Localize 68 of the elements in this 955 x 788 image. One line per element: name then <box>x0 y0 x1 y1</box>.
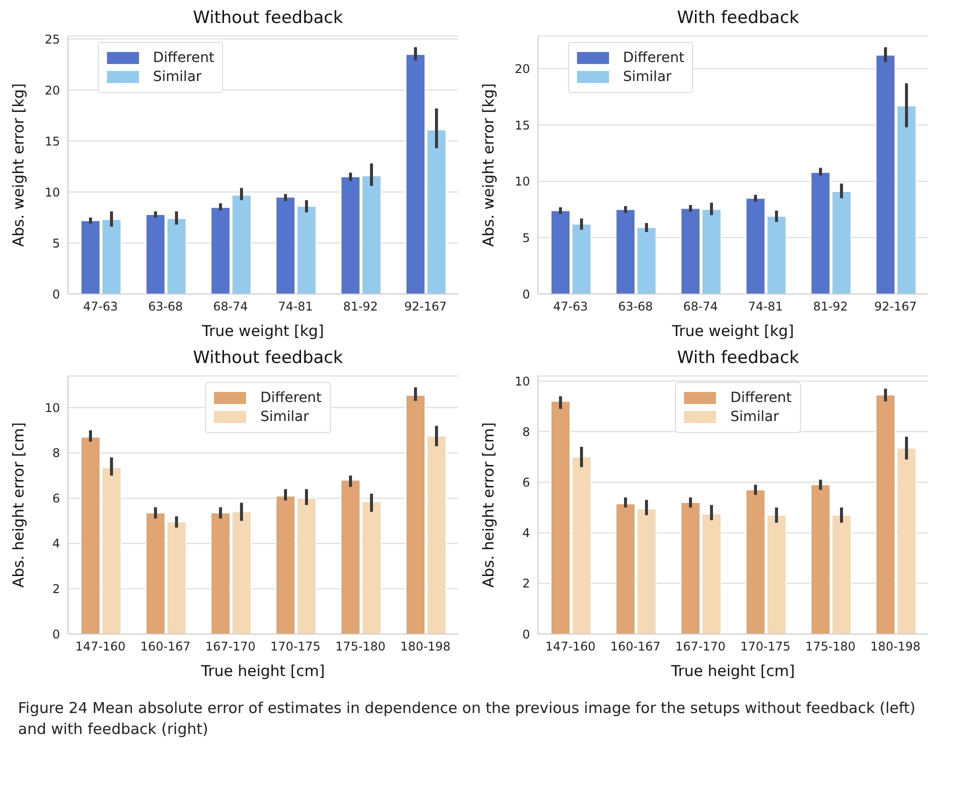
y-tick-label: 4 <box>52 536 60 551</box>
y-axis-title: Abs. weight error [kg] <box>479 83 498 247</box>
y-tick-label: 5 <box>52 236 60 250</box>
y-tick-label: 0 <box>52 627 60 642</box>
legend-label: Similar <box>260 409 309 425</box>
y-tick-label: 0 <box>522 287 530 302</box>
x-tick-label: 63-68 <box>148 300 183 314</box>
y-tick-label: 5 <box>522 230 530 245</box>
legend-label: Similar <box>153 69 202 85</box>
x-tick-label: 147-160 <box>545 640 596 654</box>
y-axis-title: Abs. height error [cm] <box>9 422 28 588</box>
x-tick-label: 167-170 <box>205 640 256 654</box>
legend-label: Different <box>260 390 322 406</box>
y-tick-label: 0 <box>52 287 60 302</box>
chart-title: Without feedback <box>192 8 344 30</box>
x-tick-label: 180-198 <box>400 640 451 654</box>
legend-label: Similar <box>730 409 779 425</box>
x-tick-label: 180-198 <box>870 640 921 654</box>
y-tick-label: 10 <box>514 374 530 388</box>
x-tick-label: 175-180 <box>805 640 856 654</box>
y-tick-label: 10 <box>44 185 60 200</box>
x-tick-label: 170-175 <box>740 640 791 654</box>
x-tick-label: 47-63 <box>553 300 588 314</box>
y-tick-label: 10 <box>44 400 60 415</box>
y-tick-label: 20 <box>514 62 530 76</box>
x-tick-label: 68-74 <box>683 300 718 314</box>
chart-title: Without feedback <box>192 348 344 370</box>
y-tick-label: 8 <box>522 424 530 439</box>
x-tick-label: 170-175 <box>270 640 321 654</box>
y-tick-label: 2 <box>52 582 60 596</box>
x-tick-label: 63-68 <box>618 300 653 314</box>
y-tick-label: 10 <box>514 174 530 189</box>
x-tick-label: 147-160 <box>75 640 126 654</box>
x-axis-title: True weight [kg] <box>671 322 794 340</box>
x-tick-label: 74-81 <box>748 300 783 314</box>
x-tick-label: 167-170 <box>675 640 726 654</box>
x-tick-label: 92-167 <box>874 300 917 314</box>
chart-title: With feedback <box>676 8 800 30</box>
y-axis-title: Abs. weight error [kg] <box>9 83 28 247</box>
x-tick-label: 81-92 <box>343 300 378 314</box>
y-tick-label: 15 <box>514 118 530 132</box>
chart-title: With feedback <box>676 348 800 370</box>
x-tick-label: 81-92 <box>813 300 848 314</box>
y-tick-label: 20 <box>44 83 60 98</box>
legend-label: Similar <box>623 69 672 85</box>
legend-label: Different <box>623 50 684 66</box>
x-tick-label: 47-63 <box>83 300 118 314</box>
y-tick-label: 6 <box>522 475 530 490</box>
y-axis-title: Abs. height error [cm] <box>479 422 498 588</box>
x-tick-label: 74-81 <box>278 300 313 314</box>
x-tick-label: 92-167 <box>404 300 447 314</box>
y-tick-label: 0 <box>522 627 530 642</box>
x-tick-label: 175-180 <box>335 640 386 654</box>
x-tick-label: 68-74 <box>213 300 248 314</box>
y-tick-label: 15 <box>44 134 60 148</box>
caption: Figure 24 Mean absolute error of estimates in dependence on the previous image for the setups without feedback (left) and with feedback (right) <box>18 698 917 740</box>
y-tick-label: 8 <box>52 446 60 460</box>
x-tick-label: 160-167 <box>140 640 191 654</box>
x-tick-label: 160-167 <box>610 640 661 654</box>
x-axis-title: True height [cm] <box>670 662 795 680</box>
y-tick-label: 2 <box>522 576 530 591</box>
x-axis-title: True weight [kg] <box>201 322 324 340</box>
y-tick-label: 6 <box>52 491 60 506</box>
y-tick-label: 25 <box>44 32 60 46</box>
x-axis-title: True height [cm] <box>200 662 325 680</box>
y-tick-label: 4 <box>522 526 530 540</box>
legend-label: Different <box>153 50 214 66</box>
legend-label: Different <box>730 390 792 406</box>
